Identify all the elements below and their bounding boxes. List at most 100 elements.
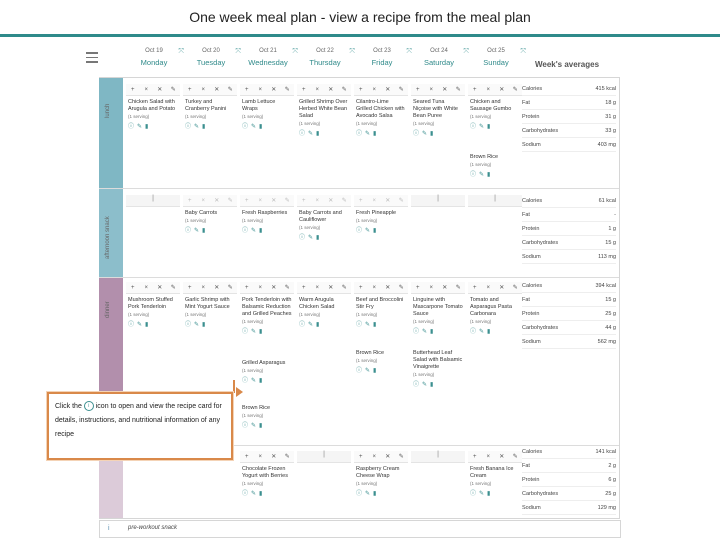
recipe-name[interactable]: Warm Arugula Chicken Salad <box>299 297 335 310</box>
trash-icon[interactable]: ▮ <box>487 491 494 497</box>
add-icon[interactable]: + <box>301 197 306 204</box>
swap-icon[interactable]: × <box>429 284 433 291</box>
info-icon[interactable]: ⓘ <box>413 382 423 388</box>
recipe-card[interactable]: Tomato and Asparagus Pasta Carbonara (1 s… <box>468 294 522 337</box>
edit-icon[interactable]: ✎ <box>308 322 317 328</box>
recipe-card[interactable]: Raspberry Cream Cheese Wrap (1 serving) ⓘ✎… <box>354 463 408 499</box>
edit-icon[interactable]: ✎ <box>137 124 146 130</box>
trash-icon[interactable]: ▮ <box>316 322 323 328</box>
recipe-name[interactable]: Fresh Pineapple <box>356 210 397 216</box>
dinner-slot-6[interactable]: + × ✕ ✎ Tomato and Asparagus Pasta Carbonara… <box>468 282 522 337</box>
swap-icon[interactable]: × <box>258 86 262 93</box>
edit-icon[interactable]: ✎ <box>479 491 488 497</box>
trash-icon[interactable]: ▮ <box>259 491 266 497</box>
remove-day-icon[interactable]: ⤧ <box>463 48 469 55</box>
recipe-name[interactable]: Raspberry Cream Cheese Wrap <box>356 466 400 479</box>
edit-icon[interactable]: ✎ <box>365 368 374 374</box>
edit-icon[interactable]: ✎ <box>398 454 404 460</box>
edit-icon[interactable]: ✎ <box>422 329 431 335</box>
remove-icon[interactable]: ✕ <box>385 198 391 204</box>
info-icon[interactable]: ⓘ <box>470 329 480 335</box>
recipe-card[interactable]: Grilled Asparagus (1 serving) ⓘ✎▮ <box>240 357 294 386</box>
recipe-name[interactable]: Linguine with Mascarpone Tomato Sauce <box>413 297 463 317</box>
recipe-name[interactable]: Pork Tenderloin with Balsamic Reduction … <box>242 297 292 317</box>
trash-icon[interactable]: ▮ <box>259 228 266 234</box>
info-icon[interactable]: ⓘ <box>413 329 423 335</box>
remove-icon[interactable]: ✕ <box>499 87 505 93</box>
recipe-name[interactable]: Fresh Raspberries <box>242 210 288 216</box>
info-icon[interactable]: ⓘ <box>299 322 309 328</box>
remove-day-icon[interactable]: ⤧ <box>292 48 298 55</box>
edit-icon[interactable]: ✎ <box>194 124 203 130</box>
lunch-slot-4[interactable]: + × ✕ ✎ Cilantro-Lime Grilled Chicken with A… <box>354 84 408 139</box>
remove-icon[interactable]: ✕ <box>157 87 163 93</box>
swap-icon[interactable]: × <box>201 284 205 291</box>
swap-icon[interactable]: × <box>315 284 319 291</box>
remove-icon[interactable]: ✕ <box>385 285 391 291</box>
recipe-name[interactable]: Chocolate Frozen Yogurt with Berries <box>242 466 288 479</box>
day-header-1[interactable]: Oct 20 Tuesday ⤧ <box>183 48 241 67</box>
remove-icon[interactable]: ✕ <box>271 285 277 291</box>
recipe-card[interactable]: Linguine with Mascarpone Tomato Sauce (1 … <box>411 294 465 337</box>
recipe-card[interactable]: Pork Tenderloin with Balsamic Reduction … <box>240 294 294 337</box>
snack-slot-0[interactable]: | <box>126 195 180 207</box>
recipe-name[interactable]: Baby Carrots and Cauliflower <box>299 210 342 223</box>
hamburger-menu-icon[interactable] <box>86 52 98 63</box>
edit-icon[interactable]: ✎ <box>512 285 518 291</box>
edit-icon[interactable]: ✎ <box>365 491 374 497</box>
trash-icon[interactable]: ▮ <box>202 124 209 130</box>
add-icon[interactable]: + <box>415 284 420 291</box>
lunch-slot-5[interactable]: + × ✕ ✎ Seared Tuna Niçoise with White Bean … <box>411 84 465 139</box>
remove-icon[interactable]: ✕ <box>214 285 220 291</box>
edit-icon[interactable]: ✎ <box>251 378 260 384</box>
remove-icon[interactable]: ✕ <box>499 454 505 460</box>
recipe-name[interactable]: Brown Rice <box>356 350 385 356</box>
recipe-card[interactable]: Grilled Shrimp Over Herbed White Bean Sa… <box>297 96 351 139</box>
add-icon[interactable]: + <box>358 284 363 291</box>
edit-icon[interactable]: ✎ <box>227 198 233 204</box>
recipe-name[interactable]: Mushroom Stuffed Pork Tenderloin <box>128 297 173 310</box>
recipe-name[interactable]: Cilantro-Lime Grilled Chicken with Avoca… <box>356 99 405 119</box>
info-icon[interactable]: ⓘ <box>470 124 480 130</box>
swap-icon[interactable]: × <box>258 453 262 460</box>
recipe-card[interactable]: Warm Arugula Chicken Salad (1 serving) ⓘ✎▮ <box>297 294 351 330</box>
swap-icon[interactable]: × <box>315 86 319 93</box>
recipe-card[interactable]: Fresh Banana Ice Cream (1 serving) ⓘ✎▮ <box>468 463 522 499</box>
dinner-extra-slot[interactable]: Butterhead Leaf Salad with Balsamic Vina… <box>411 347 465 390</box>
recipe-name[interactable]: Garlic Shrimp with Mint Yogurt Sauce <box>185 297 230 310</box>
info-icon[interactable]: ⓘ <box>242 423 252 429</box>
info-icon[interactable]: ⓘ <box>242 378 252 384</box>
recipe-card[interactable]: Mushroom Stuffed Pork Tenderloin (1 servi… <box>126 294 180 330</box>
recipe-card[interactable]: Brown Rice (1 serving) ⓘ✎▮ <box>468 151 522 180</box>
add-icon[interactable]: + <box>244 197 249 204</box>
add-recipe-button[interactable]: | <box>297 451 351 463</box>
recipe-card[interactable]: Chocolate Frozen Yogurt with Berries (1 s… <box>240 463 294 499</box>
edit-icon[interactable]: ✎ <box>479 172 488 178</box>
swap-icon[interactable]: × <box>486 86 490 93</box>
swap-icon[interactable]: × <box>372 453 376 460</box>
remove-icon[interactable]: ✕ <box>271 198 277 204</box>
day-header-6[interactable]: Oct 25 Sunday ⤧ <box>468 48 526 67</box>
pre-workout-snack-row[interactable]: i pre-workout snack <box>99 520 621 538</box>
trash-icon[interactable]: ▮ <box>259 423 266 429</box>
remove-icon[interactable]: ✕ <box>385 454 391 460</box>
trash-icon[interactable]: ▮ <box>487 124 494 130</box>
lunch-slot-2[interactable]: + × ✕ ✎ Lamb Lettuce Wraps (1 serving) ⓘ✎▮ <box>240 84 294 132</box>
edit-icon[interactable]: ✎ <box>251 124 260 130</box>
swap-icon[interactable]: × <box>486 284 490 291</box>
day-header-4[interactable]: Oct 23 Friday ⤧ <box>354 48 412 67</box>
recipe-name[interactable]: Lamb Lettuce Wraps <box>242 99 276 112</box>
add-icon[interactable]: + <box>472 284 477 291</box>
dessert-slot-4[interactable]: + × ✕ ✎ Raspberry Cream Cheese Wrap (1 servin… <box>354 451 408 499</box>
snack-slot-6[interactable]: | <box>468 195 522 207</box>
recipe-card[interactable]: Cilantro-Lime Grilled Chicken with Avoca… <box>354 96 408 139</box>
lunch-extra-slot[interactable]: Brown Rice (1 serving) ⓘ✎▮ <box>468 151 522 180</box>
info-icon[interactable]: ⓘ <box>299 131 309 137</box>
add-recipe-button[interactable]: | <box>411 451 465 463</box>
edit-icon[interactable]: ✎ <box>227 87 233 93</box>
add-icon[interactable]: + <box>130 86 135 93</box>
recipe-card[interactable]: Chicken Salad with Arugula and Potato (1 … <box>126 96 180 132</box>
add-recipe-button[interactable]: | <box>411 195 465 207</box>
lunch-slot-6[interactable]: + × ✕ ✎ Chicken and Sausage Gumbo (1 serving)… <box>468 84 522 132</box>
remove-day-icon[interactable]: ⤧ <box>406 48 412 55</box>
